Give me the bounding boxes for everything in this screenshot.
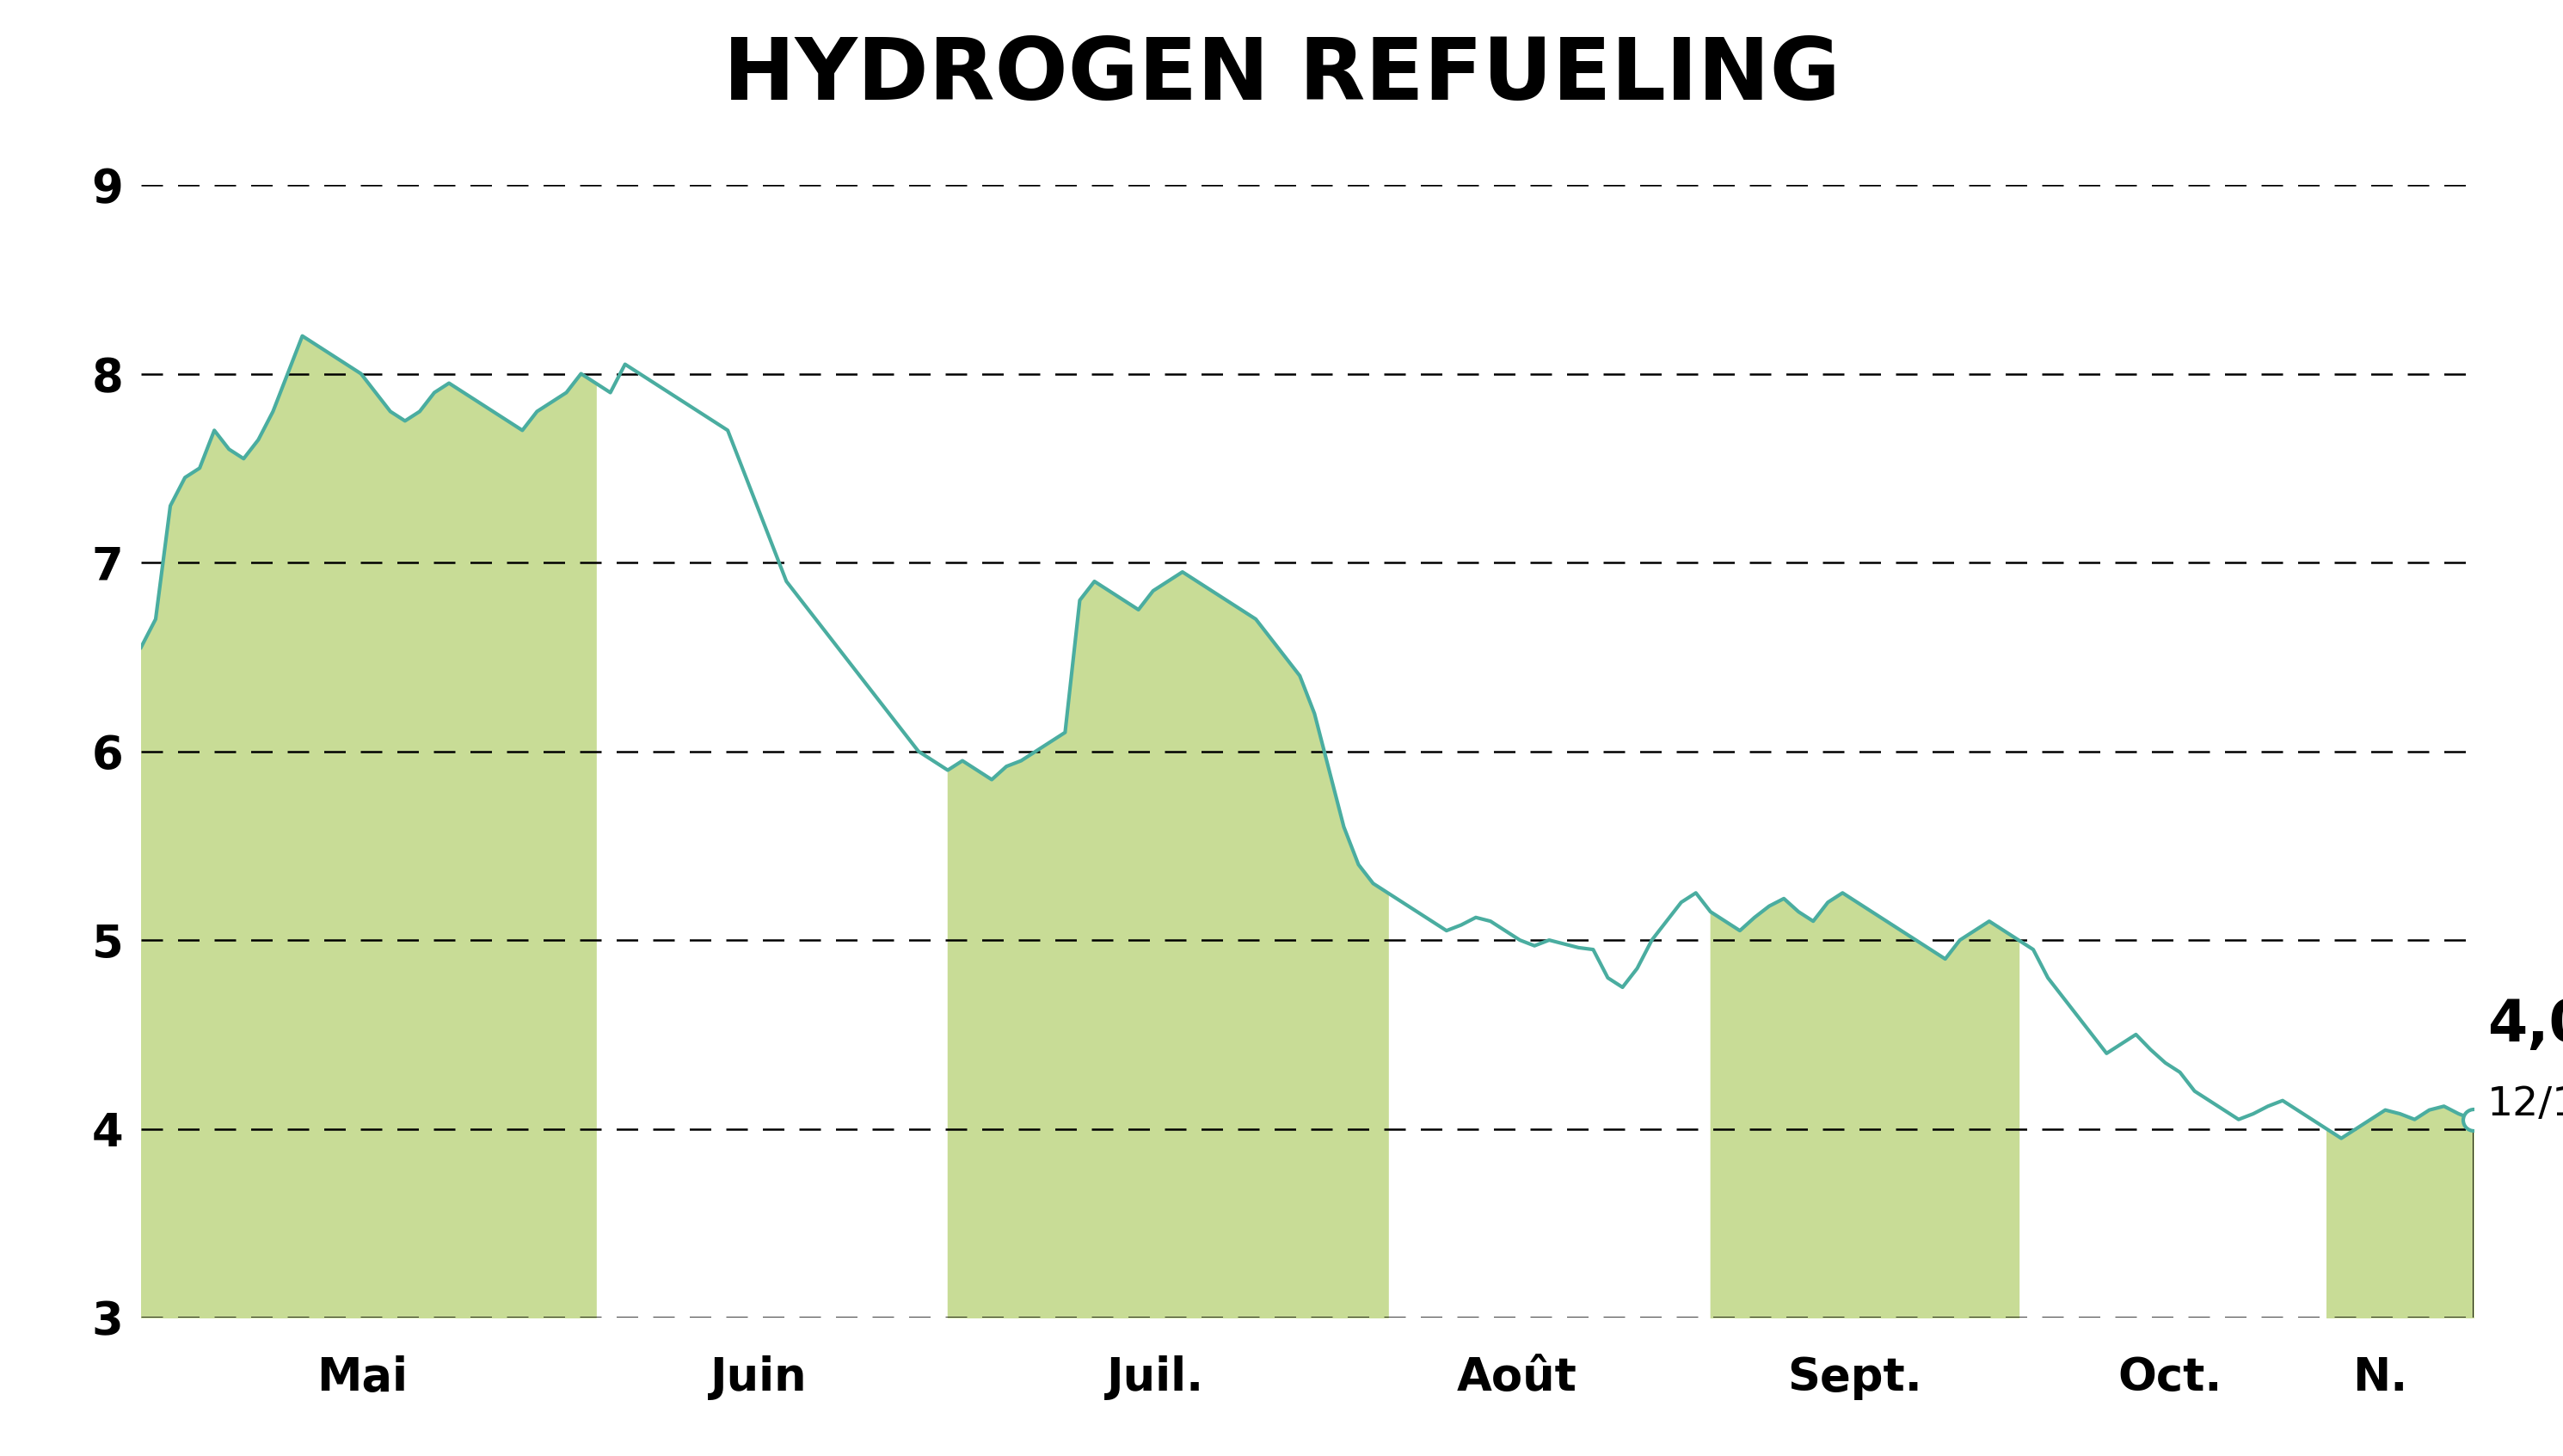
Text: Mai: Mai <box>318 1356 408 1401</box>
Text: Juin: Juin <box>710 1356 807 1401</box>
Text: Oct.: Oct. <box>2117 1356 2222 1401</box>
Text: Sept.: Sept. <box>1789 1356 1922 1401</box>
Text: Août: Août <box>1456 1356 1576 1401</box>
Text: 12/11: 12/11 <box>2486 1085 2563 1124</box>
Text: N.: N. <box>2353 1356 2407 1401</box>
Text: 4,05: 4,05 <box>2486 997 2563 1054</box>
Text: Juil.: Juil. <box>1107 1356 1205 1401</box>
Text: HYDROGEN REFUELING: HYDROGEN REFUELING <box>723 35 1840 118</box>
